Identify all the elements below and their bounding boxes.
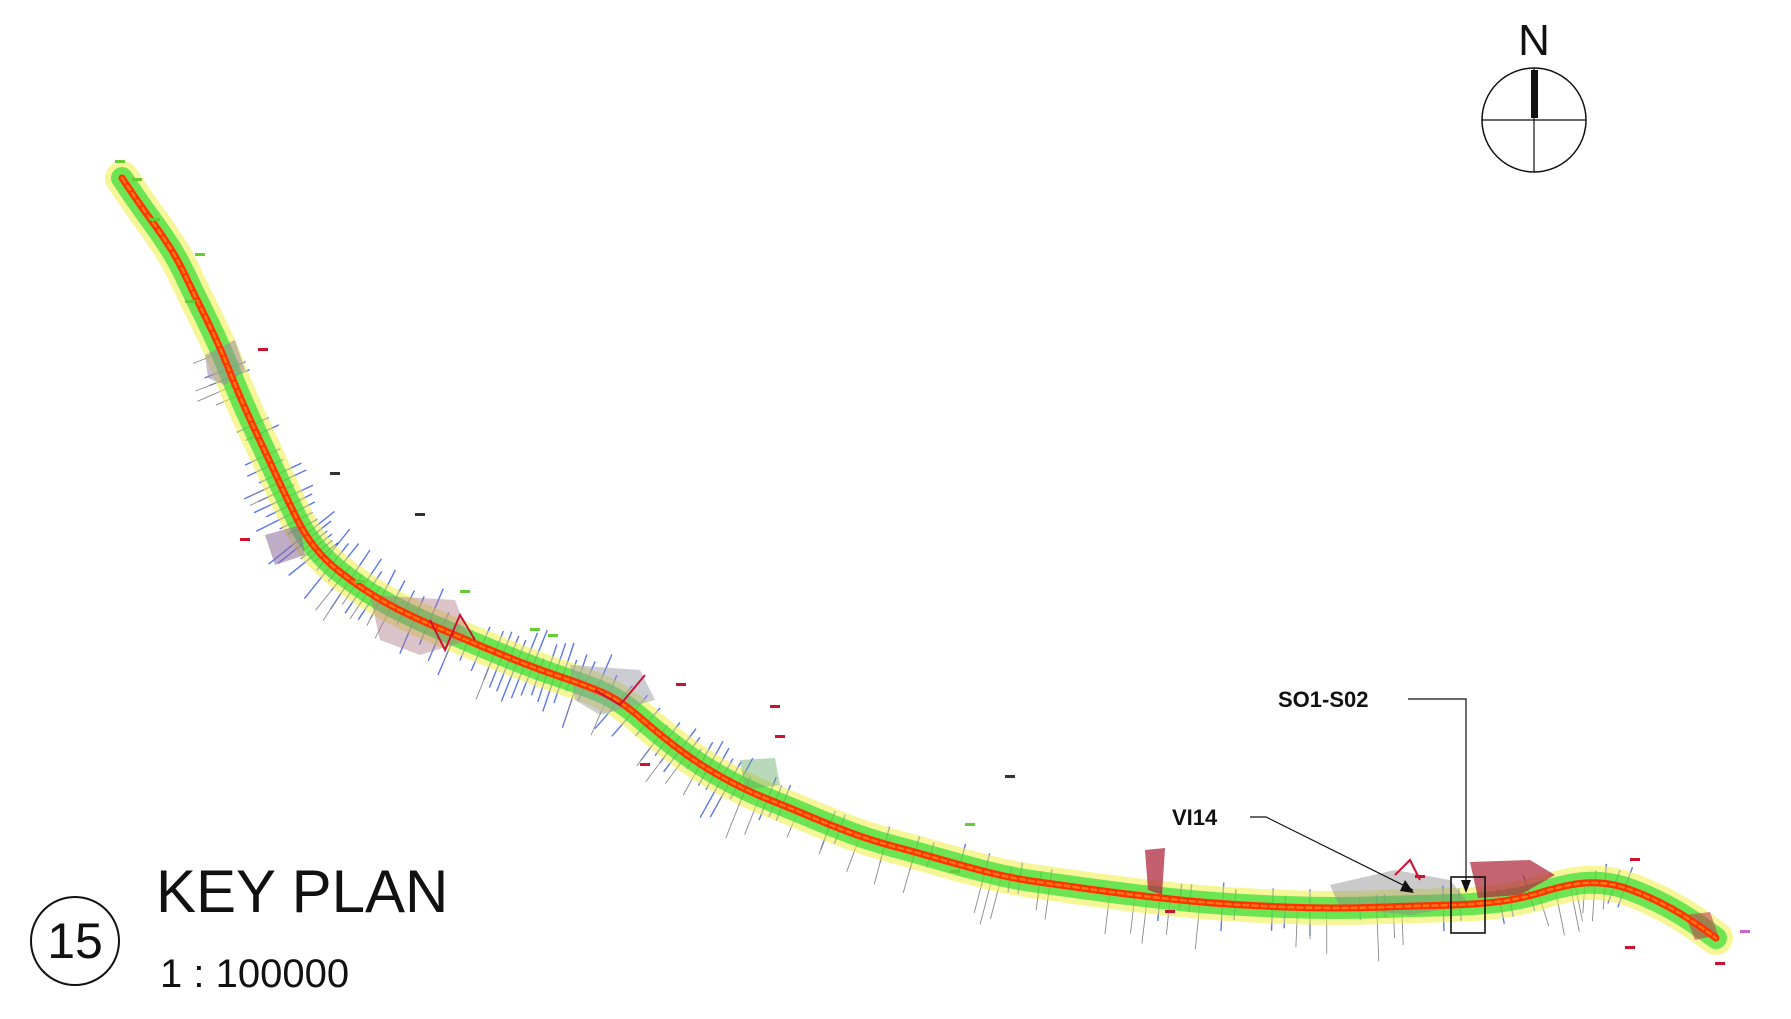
red-structure-lines bbox=[429, 612, 1421, 881]
minor-annotation-mark bbox=[1165, 910, 1175, 913]
red-line-3 bbox=[1394, 858, 1421, 881]
minor-annotation-mark bbox=[258, 348, 268, 351]
callout-label-vi14: VI14 bbox=[1172, 805, 1218, 830]
north-arrow-needle bbox=[1531, 70, 1538, 118]
junction-area-8 bbox=[1470, 860, 1555, 898]
callout-leader-so1-s02 bbox=[1408, 698, 1467, 885]
minor-annotation-mark bbox=[115, 160, 125, 163]
minor-annotation-mark bbox=[1415, 875, 1425, 878]
page-title: KEY PLAN bbox=[156, 858, 449, 925]
minor-annotation-mark bbox=[185, 300, 195, 303]
minor-annotation-mark bbox=[195, 253, 205, 256]
junction-area-5 bbox=[740, 758, 780, 790]
minor-annotation-mark bbox=[770, 705, 780, 708]
alignment-centerline bbox=[120, 176, 1718, 940]
minor-annotation-mark bbox=[965, 823, 975, 826]
location-box-icon bbox=[1450, 876, 1486, 934]
junction-area-2 bbox=[265, 525, 305, 565]
callout-label-so1-s02: SO1-S02 bbox=[1278, 687, 1369, 712]
junction-area-4 bbox=[570, 665, 655, 715]
callout-arrowhead-vi14 bbox=[1400, 880, 1414, 893]
minor-annotation-mark bbox=[1740, 930, 1750, 933]
minor-annotation-mark bbox=[530, 628, 540, 631]
red-line-1 bbox=[429, 612, 476, 653]
minor-annotation-mark bbox=[548, 634, 558, 637]
corridor-band-green bbox=[111, 167, 1727, 949]
north-arrow-label: N bbox=[1518, 16, 1550, 65]
junction-area-6 bbox=[1145, 848, 1165, 895]
minor-annotation-mark bbox=[950, 870, 960, 873]
minor-annotation-mark bbox=[240, 538, 250, 541]
north-arrow-icon: N bbox=[1481, 16, 1587, 173]
minor-annotation-mark bbox=[415, 513, 425, 516]
minor-annotation-mark bbox=[1630, 858, 1640, 861]
callout-vi14: VI14 bbox=[1172, 805, 1414, 893]
minor-annotation-mark bbox=[355, 580, 365, 583]
drawing-number-circle: 15 bbox=[30, 896, 120, 986]
callout-arrowhead-so1-s02 bbox=[1461, 880, 1471, 893]
minor-annotation-mark bbox=[1005, 775, 1015, 778]
minor-annotation-mark bbox=[460, 590, 470, 593]
red-line-2 bbox=[594, 674, 646, 707]
minor-annotation-mark bbox=[1715, 962, 1725, 965]
scale-label: 1 : 100000 bbox=[160, 952, 350, 996]
minor-annotation-mark bbox=[676, 683, 686, 686]
leader-arrow-icon bbox=[1250, 816, 1414, 891]
minor-annotation-mark bbox=[150, 218, 160, 221]
callout-so1-s02: SO1-S02 bbox=[1278, 687, 1486, 934]
drawing-number: 15 bbox=[47, 913, 103, 969]
main-alignment-line bbox=[118, 174, 1720, 942]
minor-annotation-mark bbox=[132, 178, 142, 181]
minor-annotation-mark bbox=[640, 763, 650, 766]
minor-annotation-mark bbox=[330, 472, 340, 475]
corridor-band-yellow bbox=[105, 161, 1733, 955]
minor-annotation-mark bbox=[1625, 946, 1635, 949]
minor-annotation-marks bbox=[115, 160, 1750, 965]
minor-annotation-mark bbox=[775, 735, 785, 738]
